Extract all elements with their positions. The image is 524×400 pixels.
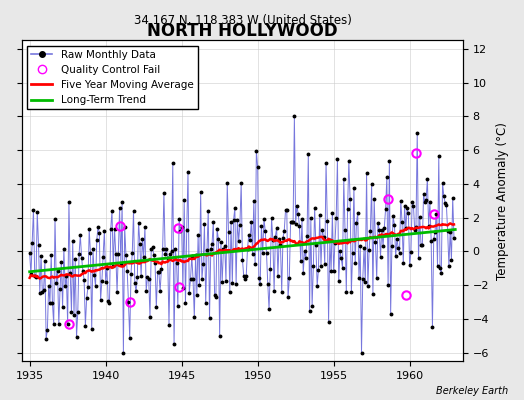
Y-axis label: Temperature Anomaly (°C): Temperature Anomaly (°C) [496, 122, 509, 280]
Text: Berkeley Earth: Berkeley Earth [436, 386, 508, 396]
Title: NORTH HOLLYWOOD: NORTH HOLLYWOOD [147, 22, 338, 40]
Legend: Raw Monthly Data, Quality Control Fail, Five Year Moving Average, Long-Term Tren: Raw Monthly Data, Quality Control Fail, … [27, 46, 198, 110]
Text: 34.167 N, 118.383 W (United States): 34.167 N, 118.383 W (United States) [134, 14, 352, 28]
